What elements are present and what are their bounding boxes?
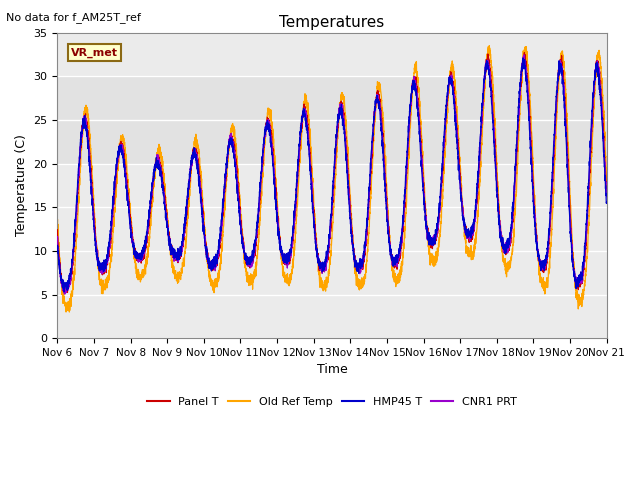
Line: Old Ref Temp: Old Ref Temp — [58, 46, 607, 312]
Legend: Panel T, Old Ref Temp, HMP45 T, CNR1 PRT: Panel T, Old Ref Temp, HMP45 T, CNR1 PRT — [143, 393, 521, 411]
HMP45 T — [425, 238, 433, 244]
Panel T — [455, 156, 463, 162]
CNR1 PRT — [61, 291, 68, 297]
HMP45 T — [519, 55, 527, 61]
Panel T — [425, 233, 433, 239]
Old Ref Temp — [486, 55, 494, 61]
Old Ref Temp — [152, 156, 160, 161]
Bar — [58, 76, 607, 164]
CNR1 PRT — [152, 163, 160, 168]
Old Ref Temp — [54, 219, 61, 225]
Line: Panel T: Panel T — [58, 53, 607, 294]
CNR1 PRT — [425, 239, 433, 244]
X-axis label: Time: Time — [317, 363, 348, 376]
Panel T — [486, 66, 494, 72]
Old Ref Temp — [62, 309, 70, 315]
HMP45 T — [152, 162, 160, 168]
CNR1 PRT — [455, 164, 463, 169]
Panel T — [602, 181, 610, 187]
Text: VR_met: VR_met — [71, 48, 118, 58]
Panel T — [61, 291, 69, 297]
HMP45 T — [455, 169, 463, 175]
Old Ref Temp — [603, 178, 611, 183]
HMP45 T — [603, 200, 611, 205]
CNR1 PRT — [312, 239, 319, 245]
HMP45 T — [602, 197, 610, 203]
Y-axis label: Temperature (C): Temperature (C) — [15, 134, 28, 236]
CNR1 PRT — [486, 74, 494, 80]
Title: Temperatures: Temperatures — [280, 15, 385, 30]
CNR1 PRT — [602, 186, 610, 192]
Panel T — [520, 50, 528, 56]
HMP45 T — [60, 289, 68, 295]
CNR1 PRT — [520, 52, 528, 58]
Old Ref Temp — [312, 228, 319, 234]
HMP45 T — [54, 242, 61, 248]
Panel T — [312, 232, 319, 238]
Panel T — [603, 188, 611, 193]
HMP45 T — [312, 238, 319, 244]
CNR1 PRT — [54, 238, 61, 243]
Line: HMP45 T: HMP45 T — [58, 58, 607, 292]
Panel T — [152, 159, 160, 165]
CNR1 PRT — [603, 194, 611, 200]
Old Ref Temp — [602, 163, 610, 169]
Old Ref Temp — [455, 145, 463, 151]
Text: No data for f_AM25T_ref: No data for f_AM25T_ref — [6, 12, 141, 23]
HMP45 T — [486, 82, 494, 87]
Old Ref Temp — [485, 43, 493, 48]
Old Ref Temp — [425, 241, 433, 247]
Panel T — [54, 227, 61, 233]
Line: CNR1 PRT: CNR1 PRT — [58, 55, 607, 294]
